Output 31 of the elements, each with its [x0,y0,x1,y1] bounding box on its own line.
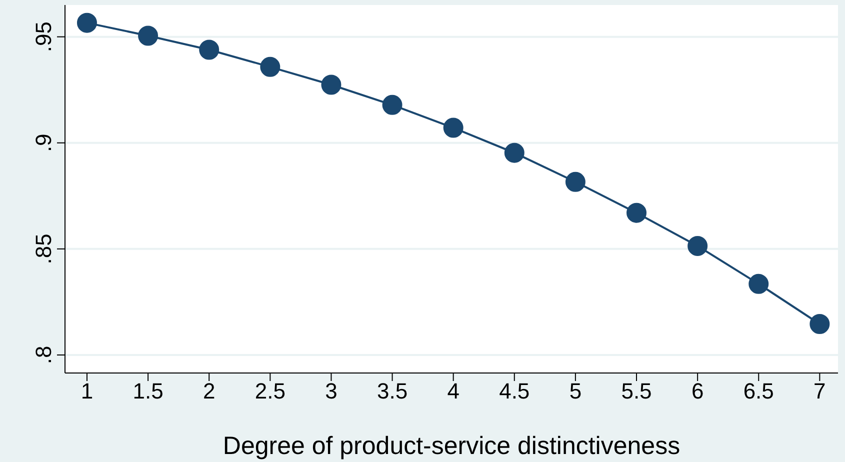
y-tick-label: .8 [31,346,56,364]
point [138,26,158,46]
point [382,94,402,115]
point [260,56,280,77]
x-tick-label: 2.5 [254,378,286,404]
x-tick-label: 5.5 [621,378,652,404]
point [504,142,524,163]
point [565,172,586,192]
x-tick-label: 3 [325,378,338,404]
x-axis-title: Degree of product-service distinctiveness [222,432,680,460]
x-tick-label: 7 [814,378,826,404]
point [626,202,647,223]
x-tick-label: 4.5 [499,378,530,404]
x-tick-label: 2 [202,378,216,404]
x-tick-label: 6.5 [743,378,774,404]
x-tick-label: 4 [447,378,460,404]
x-tick-label: 6 [691,378,704,404]
point [443,118,464,138]
point [810,314,830,334]
point [76,12,97,33]
x-tick-label: 1.5 [132,378,164,404]
point [688,236,708,256]
point [199,40,220,60]
y-tick-label: .85 [31,234,56,264]
point [321,74,342,95]
y-tick-label: .9 [31,134,56,152]
point [748,274,769,294]
y-tick-label: .95 [31,22,56,52]
x-tick-label: 3.5 [376,378,408,404]
x-tick-label: 1 [80,378,94,404]
x-tick-label: 5 [569,378,582,404]
